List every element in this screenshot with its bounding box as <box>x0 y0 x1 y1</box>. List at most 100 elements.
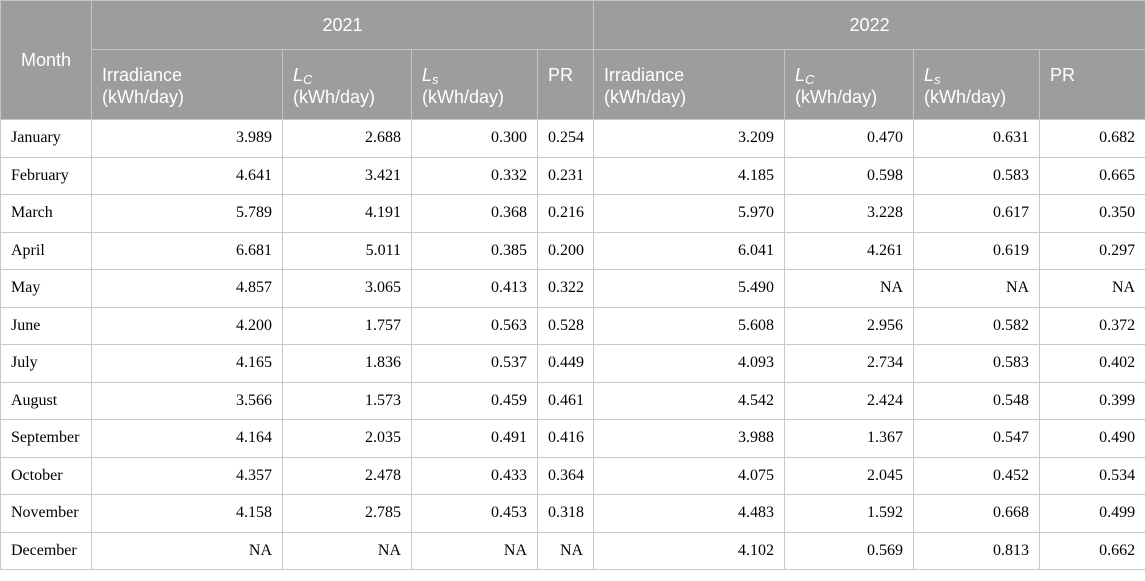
ls-cell-2022: 0.582 <box>913 306 1041 345</box>
pr-header-2022: PR <box>1039 49 1145 120</box>
pr-cell-2021: 0.254 <box>536 119 595 158</box>
lc-cell-2022: 2.424 <box>784 381 915 420</box>
pr-header-2021: PR <box>536 49 595 120</box>
lc-cell-2021: 1.573 <box>282 381 412 420</box>
irradiance-cell-2022: 4.093 <box>593 344 786 383</box>
year-header-row: Month 2021 2022 <box>0 0 1145 120</box>
pr-cell-2022: 0.534 <box>1039 456 1145 495</box>
irradiance-cell-2021: NA <box>91 531 283 570</box>
irradiance-cell-2022: 5.608 <box>593 306 786 345</box>
irradiance-cell-2021: 4.158 <box>91 494 283 533</box>
lc-cell-2022: 3.228 <box>784 194 915 233</box>
ls-cell-2022: 0.583 <box>913 156 1041 195</box>
pr-cell-2022: 0.372 <box>1039 306 1145 345</box>
irradiance-cell-2022: 4.483 <box>593 494 786 533</box>
lc-symbol: LC <box>795 65 815 87</box>
table-row: June 4.200 1.757 0.563 0.528 5.608 2.956 0.582 0… <box>0 306 1145 345</box>
irradiance-header-2022: Irradiance (kWh/day) <box>593 49 786 120</box>
month-cell: May <box>0 269 92 308</box>
irradiance-cell-2021: 3.566 <box>91 381 283 420</box>
lc-cell-2021: 3.065 <box>282 269 412 308</box>
irradiance-cell-2021: 4.200 <box>91 306 283 345</box>
ls-cell-2022: 0.547 <box>913 419 1041 458</box>
pr-cell-2021: 0.364 <box>536 456 595 495</box>
pr-cell-2022: 0.350 <box>1039 194 1145 233</box>
table-row: December NA NA NA NA 4.102 0.569 0.813 0.662 <box>0 531 1145 570</box>
table-row: September 4.164 2.035 0.491 0.416 3.988 1.367 0… <box>0 419 1145 458</box>
pr-cell-2022: 0.402 <box>1039 344 1145 383</box>
irradiance-header-2021: Irradiance (kWh/day) <box>91 49 283 120</box>
year-2022-header: 2022 <box>593 0 1145 50</box>
table-row: January 3.989 2.688 0.300 0.254 3.209 0.470 0.6… <box>0 119 1145 158</box>
ls-cell-2021: 0.332 <box>411 156 538 195</box>
ls-symbol: Ls <box>422 65 439 87</box>
irradiance-label: Irradiance <box>604 65 685 85</box>
ls-cell-2022: 0.668 <box>913 494 1041 533</box>
lc-cell-2021: 4.191 <box>282 194 412 233</box>
lc-cell-2021: 2.688 <box>282 119 412 158</box>
month-column-header: Month <box>0 0 92 120</box>
pr-cell-2021: 0.416 <box>536 419 595 458</box>
irradiance-cell-2021: 4.857 <box>91 269 283 308</box>
lc-cell-2022: 0.470 <box>784 119 915 158</box>
lc-cell-2022: 2.734 <box>784 344 915 383</box>
table-row: July 4.165 1.836 0.537 0.449 4.093 2.734 0.583 0… <box>0 344 1145 383</box>
lc-cell-2021: 2.785 <box>282 494 412 533</box>
ls-symbol: Ls <box>924 65 941 87</box>
ls-header-2021: Ls (kWh/day) <box>411 49 538 120</box>
lc-cell-2022: 2.045 <box>784 456 915 495</box>
irradiance-cell-2021: 4.357 <box>91 456 283 495</box>
irradiance-cell-2021: 5.789 <box>91 194 283 233</box>
month-cell: October <box>0 456 92 495</box>
irradiance-cell-2021: 4.641 <box>91 156 283 195</box>
irradiance-unit: (kWh/day) <box>102 87 185 107</box>
column-header-row: Irradiance (kWh/day) LC (kWh/day) Ls (kW… <box>1 49 1145 120</box>
pr-cell-2021: 0.318 <box>536 494 595 533</box>
ls-cell-2022: 0.617 <box>913 194 1041 233</box>
ls-cell-2021: 0.459 <box>411 381 538 420</box>
irradiance-cell-2022: 4.185 <box>593 156 786 195</box>
table-header: Month 2021 2022 Irradiance (kWh/day) LC … <box>0 0 1145 120</box>
lc-symbol: LC <box>293 65 313 87</box>
lc-header-2022: LC (kWh/day) <box>784 49 915 120</box>
ls-cell-2021: 0.368 <box>411 194 538 233</box>
irradiance-cell-2022: 5.490 <box>593 269 786 308</box>
month-cell: July <box>0 344 92 383</box>
ls-cell-2021: 0.413 <box>411 269 538 308</box>
ls-unit: (kWh/day) <box>422 87 505 107</box>
ls-cell-2021: 0.491 <box>411 419 538 458</box>
lc-cell-2021: NA <box>282 531 412 570</box>
irradiance-cell-2021: 4.165 <box>91 344 283 383</box>
lc-cell-2021: 1.836 <box>282 344 412 383</box>
pr-cell-2021: 0.200 <box>536 231 595 270</box>
pr-cell-2021: 0.231 <box>536 156 595 195</box>
ls-cell-2021: 0.433 <box>411 456 538 495</box>
month-cell: June <box>0 306 92 345</box>
pr-cell-2022: 0.297 <box>1039 231 1145 270</box>
table-row: March 5.789 4.191 0.368 0.216 5.970 3.228 0.617… <box>0 194 1145 233</box>
ls-cell-2022: 0.813 <box>913 531 1041 570</box>
table-row: November 4.158 2.785 0.453 0.318 4.483 1.592 0.… <box>0 494 1145 533</box>
pr-cell-2021: 0.216 <box>536 194 595 233</box>
pr-cell-2022: 0.499 <box>1039 494 1145 533</box>
irradiance-cell-2021: 3.989 <box>91 119 283 158</box>
ls-cell-2022: 0.619 <box>913 231 1041 270</box>
ls-cell-2021: 0.563 <box>411 306 538 345</box>
ls-cell-2021: 0.453 <box>411 494 538 533</box>
table-body: January 3.989 2.688 0.300 0.254 3.209 0.470 0.6… <box>0 119 1145 570</box>
pr-cell-2022: 0.665 <box>1039 156 1145 195</box>
lc-cell-2022: 0.569 <box>784 531 915 570</box>
month-cell: January <box>0 119 92 158</box>
pr-cell-2022: 0.662 <box>1039 531 1145 570</box>
lc-cell-2022: 4.261 <box>784 231 915 270</box>
pr-cell-2022: 0.682 <box>1039 119 1145 158</box>
irradiance-cell-2021: 6.681 <box>91 231 283 270</box>
lc-cell-2021: 3.421 <box>282 156 412 195</box>
ls-cell-2021: 0.300 <box>411 119 538 158</box>
table-row: April 6.681 5.011 0.385 0.200 6.041 4.261 0.619… <box>0 231 1145 270</box>
irradiance-label: Irradiance <box>102 65 183 85</box>
ls-cell-2021: 0.385 <box>411 231 538 270</box>
month-cell: August <box>0 381 92 420</box>
pr-cell-2022: 0.490 <box>1039 419 1145 458</box>
